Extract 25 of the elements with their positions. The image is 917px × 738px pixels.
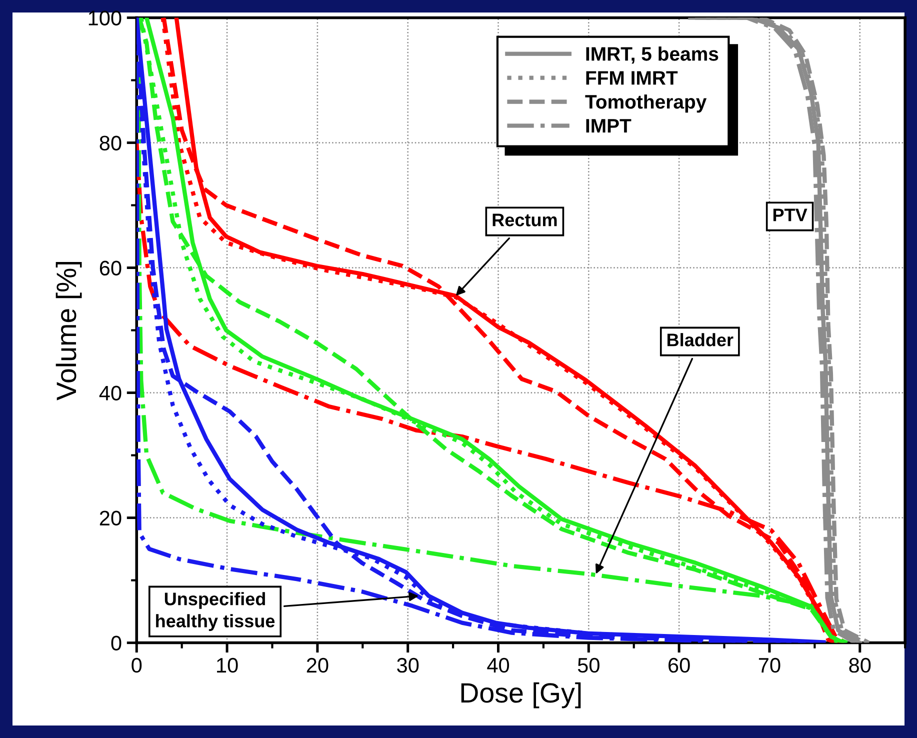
legend-label: FFM IMRT (586, 71, 678, 85)
y-tick-label: 20 (100, 510, 122, 526)
legend-label: IMRT, 5 beams (586, 46, 718, 64)
annotation: Unspecified healthy tissue (156, 592, 275, 631)
annotation: Bladder (668, 333, 734, 346)
legend-label: Tomotherapy (585, 94, 707, 113)
x-tick-label: 0 (132, 658, 142, 673)
annotation: PTV (773, 208, 808, 222)
x-tick-label: 40 (487, 658, 510, 673)
x-tick-label: 10 (217, 658, 238, 673)
y-tick-label: 100 (88, 10, 122, 26)
x-tick-label: 30 (397, 658, 419, 673)
x-tick-label: 50 (578, 658, 600, 673)
y-tick-label: 40 (99, 386, 122, 401)
x-tick-label: 20 (306, 658, 328, 673)
y-tick-label: 0 (111, 636, 122, 651)
x-axis-title: Dose [Gy] (461, 682, 581, 708)
y-tick-label: 60 (100, 260, 122, 276)
x-tick-label: 80 (849, 658, 871, 673)
x-tick-label: 60 (668, 658, 690, 673)
y-tick-label: 80 (100, 136, 122, 150)
legend-label: IMPT (586, 119, 632, 132)
x-tick-label: 70 (758, 658, 780, 673)
y-axis-title: Volume [%] (56, 262, 82, 400)
annotation: Rectum (492, 214, 557, 226)
